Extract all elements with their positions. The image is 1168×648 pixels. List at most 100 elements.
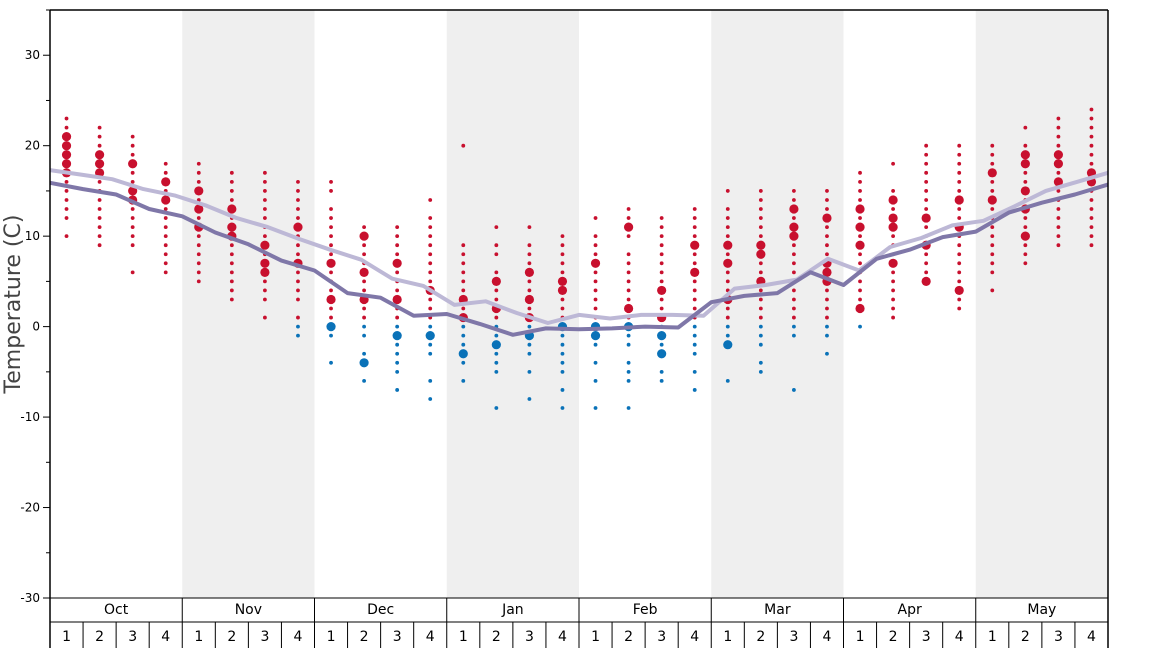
week-label: 3 [1054, 629, 1063, 645]
temperature-dot [128, 159, 138, 169]
temperature-dot [229, 297, 234, 302]
temperature-dot [891, 279, 895, 284]
temperature-dot [792, 324, 796, 329]
temperature-dot [924, 225, 929, 230]
temperature-dot [458, 349, 468, 359]
temperature-dot [130, 234, 135, 239]
temperature-dot [428, 306, 433, 311]
temperature-dot [329, 270, 333, 275]
temperature-dot [990, 189, 995, 193]
temperature-dot [362, 225, 366, 230]
temperature-dot [362, 378, 366, 383]
temperature-dot [64, 234, 69, 239]
week-label: 1 [988, 629, 997, 645]
temperature-dot [296, 252, 300, 257]
temperature-dot [924, 161, 929, 166]
temperature-dot [692, 261, 697, 266]
temperature-dot [163, 270, 168, 275]
y-axis: 30 20 10 0 -10 -20 -30 [20, 9, 1109, 648]
week-label: 3 [789, 629, 798, 645]
temperature-dot [891, 288, 895, 293]
temperature-dot [855, 222, 865, 232]
temperature-lines [49, 168, 1109, 337]
temperature-dot [626, 207, 631, 211]
temperature-dot [990, 161, 995, 166]
week-label: 1 [194, 629, 203, 645]
temperature-dot [163, 207, 168, 211]
temperature-dot [891, 297, 895, 302]
temperature-dot [263, 170, 267, 175]
temperature-dot [990, 261, 995, 266]
temperature-dot [1056, 189, 1061, 193]
month-band [182, 10, 315, 598]
temperature-dot [196, 170, 201, 175]
temperature-dot [1053, 159, 1064, 169]
temperature-dot [990, 179, 995, 184]
temperature-dot [395, 270, 400, 275]
temperature-dot [825, 252, 829, 257]
temperature-dot [924, 179, 929, 184]
week-label: 1 [327, 629, 336, 645]
temperature-dot [560, 360, 565, 365]
temperature-dot [957, 152, 962, 157]
temperature-dot [593, 216, 598, 220]
temperature-dot [296, 297, 300, 302]
temperature-dot [725, 333, 730, 338]
temperature-dot [1056, 125, 1061, 130]
temperature-dot [758, 198, 763, 202]
temperature-dot [161, 195, 171, 205]
y-tick-label: 20 [25, 139, 40, 153]
temperature-dot [326, 258, 336, 268]
temperature-dot [593, 306, 598, 311]
temperature-dot [792, 388, 796, 392]
temperature-dot [692, 351, 697, 356]
temperature-dot [260, 258, 270, 268]
temperature-dot [161, 177, 171, 187]
week-label: 3 [657, 629, 666, 645]
temperature-dot [957, 189, 962, 193]
temperature-dot [692, 369, 697, 374]
temperature-dot [395, 360, 400, 365]
temperature-dot [825, 207, 829, 211]
temperature-dot [725, 279, 730, 284]
temperature-dot [64, 116, 69, 121]
temperature-dot [990, 234, 995, 239]
temperature-dot [229, 243, 234, 248]
temperature-dot [1056, 243, 1061, 248]
month-label: Nov [235, 602, 262, 618]
temperature-dot [296, 270, 300, 275]
temperature-dot [428, 397, 433, 401]
temperature-dot [825, 333, 829, 338]
temperature-dot [97, 207, 102, 211]
temperature-dot [692, 388, 697, 392]
temperature-dot [990, 152, 995, 157]
temperature-dot [1023, 252, 1028, 257]
temperature-dot [395, 225, 400, 230]
temperature-dot [428, 234, 433, 239]
temperature-dot [296, 179, 300, 184]
temperature-dot [725, 306, 730, 311]
week-label: 2 [1021, 629, 1030, 645]
week-label: 2 [227, 629, 236, 645]
temperature-dot [858, 261, 862, 266]
temperature-dot [954, 195, 964, 205]
y-tick-label: 30 [25, 48, 40, 62]
temperature-dot [494, 315, 499, 320]
temperature-dot [758, 342, 763, 347]
temperature-dot [1053, 150, 1064, 160]
temperature-dot [130, 152, 135, 157]
temperature-dot [659, 243, 664, 248]
temperature-dot [1023, 143, 1028, 148]
temperature-dot [329, 179, 333, 184]
temperature-dot [359, 267, 369, 277]
temperature-dot [659, 369, 664, 374]
temperature-dot [792, 243, 796, 248]
temperature-dot [825, 198, 829, 202]
temperature-dot [229, 179, 234, 184]
temperature-dot [494, 369, 499, 374]
y-tick-label: 0 [32, 320, 40, 334]
temperature-dot [792, 189, 796, 193]
temperature-dot [659, 342, 664, 347]
week-label: 1 [856, 629, 865, 645]
temperature-dot [1089, 116, 1094, 121]
